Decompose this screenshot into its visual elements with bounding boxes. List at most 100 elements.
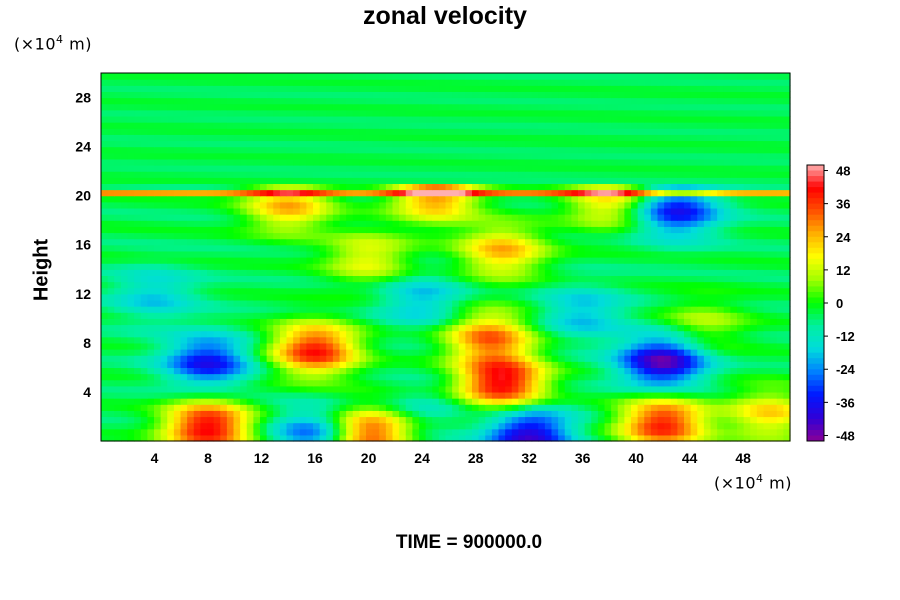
heatmap-cell <box>730 324 738 332</box>
heatmap-cell <box>538 330 546 338</box>
heatmap-cell <box>491 410 500 418</box>
heatmap-cell <box>405 385 413 393</box>
heatmap-cell <box>134 404 142 411</box>
heatmap-cell <box>637 171 645 178</box>
heatmap-cell <box>167 422 175 430</box>
heatmap-cell <box>233 404 241 411</box>
heatmap-cell <box>491 355 500 362</box>
heatmap-cell <box>114 183 122 191</box>
heatmap-cell <box>425 330 433 338</box>
heatmap-cell <box>260 379 268 387</box>
heatmap-cell <box>637 146 645 154</box>
heatmap-cell <box>458 269 466 276</box>
heatmap-cell <box>690 349 698 356</box>
heatmap-cell <box>134 195 142 203</box>
heatmap-cell <box>525 410 533 418</box>
heatmap-cell <box>379 306 387 313</box>
heatmap-cell <box>571 379 579 387</box>
heatmap-cell <box>551 330 559 338</box>
heatmap-cell <box>319 281 327 289</box>
heatmap-cell <box>710 165 718 172</box>
heatmap-cell <box>710 189 718 197</box>
heatmap-cell <box>544 226 553 234</box>
heatmap-cell <box>505 244 513 252</box>
heatmap-cell <box>147 367 155 375</box>
heatmap-cell <box>445 269 453 276</box>
heatmap-cell <box>684 275 692 283</box>
heatmap-cell <box>770 177 778 184</box>
heatmap-cell <box>299 250 307 258</box>
heatmap-cell <box>326 342 334 350</box>
heatmap-cell <box>445 281 453 289</box>
heatmap-cell <box>478 355 486 362</box>
heatmap-cell <box>697 189 705 197</box>
heatmap-cell <box>458 183 466 191</box>
heatmap-cell <box>491 318 500 326</box>
heatmap-cell <box>597 287 606 295</box>
heatmap-cell <box>717 367 725 375</box>
heatmap-cell <box>319 232 327 240</box>
heatmap-cell <box>644 355 652 362</box>
heatmap-cell <box>491 263 500 270</box>
heatmap-cell <box>743 336 751 344</box>
heatmap-cell <box>478 238 486 246</box>
heatmap-cell <box>491 183 500 191</box>
heatmap-cell <box>763 422 771 430</box>
heatmap-cell <box>591 269 599 276</box>
heatmap-cell <box>392 293 400 301</box>
heatmap-cell <box>167 177 175 184</box>
heatmap-cell <box>756 232 765 240</box>
heatmap-cell <box>538 189 546 197</box>
heatmap-cell <box>180 379 188 387</box>
heatmap-cell <box>776 416 784 424</box>
heatmap-cell <box>571 275 579 283</box>
heatmap-cell <box>664 189 672 197</box>
heatmap-cell <box>452 324 460 332</box>
heatmap-cell <box>750 275 758 283</box>
heatmap-cell <box>246 263 254 270</box>
heatmap-cell <box>207 214 215 221</box>
heatmap-cell <box>326 385 334 393</box>
heatmap-cell <box>544 207 553 215</box>
heatmap-cell <box>425 367 433 375</box>
heatmap-cell <box>578 422 586 430</box>
heatmap-cell <box>677 189 685 197</box>
heatmap-cell <box>458 342 466 350</box>
heatmap-cell <box>750 244 758 252</box>
heatmap-cell <box>147 287 155 295</box>
heatmap-cell <box>127 361 135 368</box>
heatmap-cell <box>438 183 447 191</box>
heatmap-cell <box>597 336 606 344</box>
heatmap-cell <box>332 416 341 424</box>
heatmap-cell <box>326 257 334 264</box>
heatmap-cell <box>664 214 672 221</box>
heatmap-cell <box>339 146 347 154</box>
heatmap-cell <box>260 404 268 411</box>
heatmap-cell <box>306 355 314 362</box>
heatmap-cell <box>783 269 791 276</box>
heatmap-cell <box>253 244 261 252</box>
heatmap-cell <box>611 238 619 246</box>
heatmap-cell <box>332 434 341 442</box>
heatmap-cell <box>631 410 639 418</box>
heatmap-cell <box>187 281 195 289</box>
heatmap-cell <box>279 220 288 227</box>
heatmap-cell <box>160 355 168 362</box>
heatmap-cell <box>670 158 678 166</box>
heatmap-cell <box>498 214 506 221</box>
heatmap-cell <box>637 367 645 375</box>
heatmap-cell <box>564 379 572 387</box>
heatmap-cell <box>313 158 321 166</box>
heatmap-cell <box>293 336 301 344</box>
heatmap-cell <box>597 434 606 442</box>
heatmap-cell <box>505 318 513 326</box>
heatmap-cell <box>597 183 606 191</box>
heatmap-cell <box>750 263 758 270</box>
heatmap-cell <box>491 367 500 375</box>
heatmap-cell <box>154 152 162 160</box>
heatmap-cell <box>200 318 208 326</box>
heatmap-cell <box>617 207 625 215</box>
heatmap-cell <box>458 324 466 332</box>
heatmap-cell <box>571 189 579 197</box>
heatmap-cell <box>737 306 745 313</box>
